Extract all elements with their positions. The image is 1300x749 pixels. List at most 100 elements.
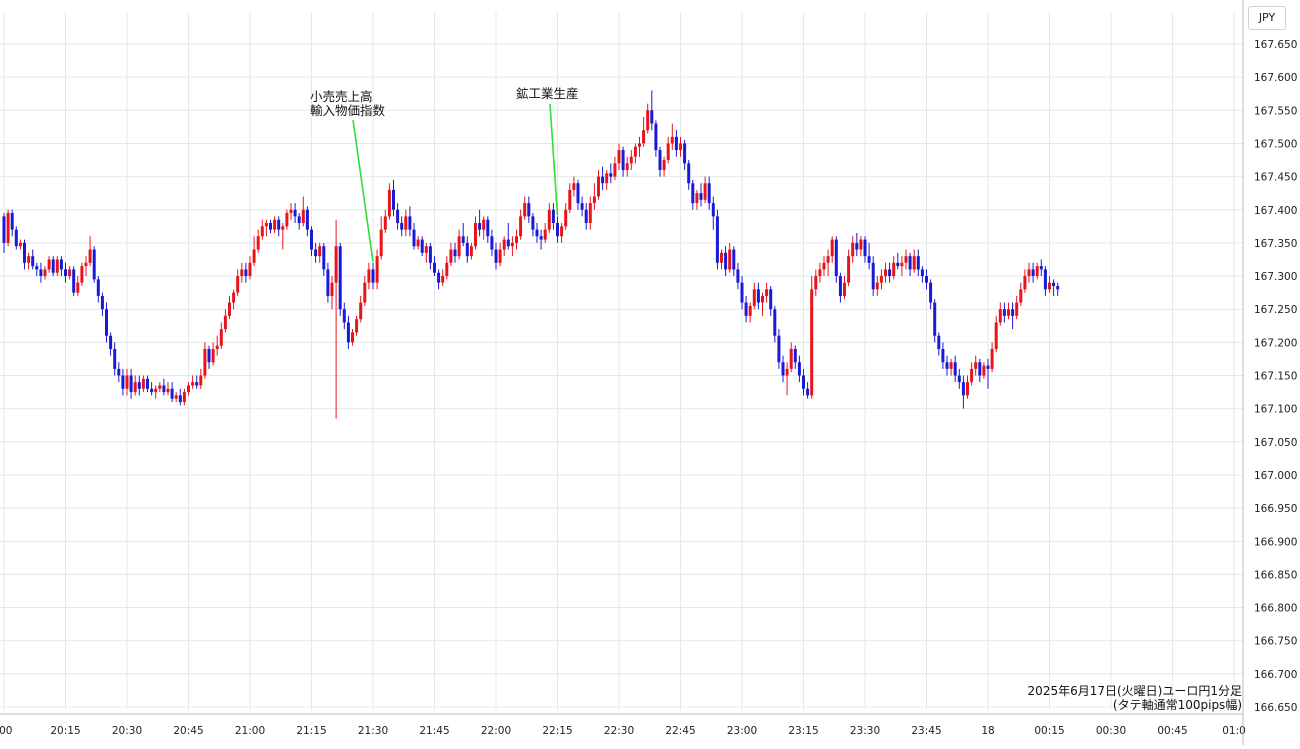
candle bbox=[293, 203, 297, 224]
candle bbox=[925, 269, 928, 290]
candle-body bbox=[752, 289, 756, 306]
candle bbox=[994, 315, 998, 353]
candle-body bbox=[51, 259, 55, 273]
candle-body bbox=[305, 209, 309, 230]
candle-body bbox=[457, 236, 461, 257]
candle bbox=[133, 375, 137, 396]
candle-body bbox=[117, 368, 121, 376]
annotation-line: 鉱工業生産 bbox=[516, 86, 579, 101]
candle-body bbox=[847, 256, 851, 283]
candle-body bbox=[502, 239, 506, 250]
event-annotations bbox=[352, 103, 559, 262]
candle-body bbox=[47, 259, 51, 270]
candle bbox=[420, 236, 424, 257]
y-tick-label: 167.150 bbox=[1254, 371, 1297, 383]
candle-body bbox=[187, 385, 190, 393]
x-tick-label: 23:15 bbox=[788, 725, 818, 737]
candle-body bbox=[293, 209, 297, 217]
x-tick-label: 00:45 bbox=[1157, 725, 1187, 737]
currency-label[interactable]: JPY bbox=[1248, 6, 1286, 30]
candle-body bbox=[953, 362, 957, 376]
candle-body bbox=[1015, 302, 1019, 316]
x-tick-label: 18 bbox=[981, 725, 994, 737]
candle bbox=[966, 375, 969, 399]
candle bbox=[826, 249, 830, 277]
candle bbox=[482, 216, 486, 240]
candle-body bbox=[990, 348, 994, 369]
candle-body bbox=[219, 329, 223, 346]
candle-body bbox=[576, 183, 580, 204]
candle-body bbox=[900, 262, 904, 267]
candle bbox=[715, 209, 719, 270]
candle bbox=[879, 269, 883, 290]
candle bbox=[31, 249, 35, 270]
candle-body bbox=[707, 183, 711, 204]
candle-body bbox=[539, 236, 543, 240]
candle-body bbox=[904, 256, 908, 263]
candle bbox=[806, 382, 810, 399]
x-tick-label: 22:30 bbox=[604, 725, 634, 737]
candle bbox=[162, 378, 166, 396]
candle bbox=[642, 116, 646, 147]
candle bbox=[158, 382, 162, 393]
candle bbox=[244, 262, 248, 283]
x-tick-label: 00:30 bbox=[1096, 725, 1126, 737]
candle-body bbox=[10, 213, 14, 230]
candle bbox=[367, 262, 371, 290]
candle bbox=[474, 216, 477, 250]
candle-body bbox=[683, 143, 687, 164]
candle bbox=[461, 223, 465, 247]
candle-body bbox=[59, 259, 63, 270]
candle-body bbox=[711, 203, 715, 217]
candle bbox=[363, 276, 367, 306]
candle bbox=[691, 179, 695, 210]
candle-body bbox=[215, 345, 219, 349]
candle bbox=[592, 183, 596, 210]
candle-body bbox=[974, 362, 978, 369]
candle bbox=[351, 329, 354, 346]
candle-body bbox=[240, 269, 244, 277]
candle bbox=[736, 262, 740, 290]
candle bbox=[55, 256, 59, 277]
candle-body bbox=[531, 216, 535, 230]
candle-body bbox=[375, 256, 379, 283]
candle bbox=[445, 256, 449, 280]
candle bbox=[318, 242, 322, 263]
candle-body bbox=[597, 176, 600, 197]
candle-body bbox=[551, 209, 555, 224]
candle-body bbox=[560, 226, 564, 237]
candle bbox=[761, 292, 764, 316]
candle-body bbox=[461, 236, 465, 243]
candle-body bbox=[43, 269, 47, 277]
candle bbox=[441, 269, 445, 286]
candle-body bbox=[916, 256, 920, 270]
candle-body bbox=[404, 216, 408, 230]
candle-body bbox=[797, 362, 801, 376]
candle bbox=[416, 236, 420, 250]
candle bbox=[199, 368, 203, 389]
candle-body bbox=[191, 382, 195, 386]
candle-body bbox=[703, 183, 707, 200]
candle-body bbox=[1056, 285, 1060, 290]
candle-body bbox=[113, 348, 117, 369]
candle bbox=[978, 358, 982, 383]
candle-body bbox=[1043, 269, 1047, 290]
candle bbox=[728, 242, 732, 273]
candle bbox=[76, 276, 80, 296]
candle-body bbox=[674, 136, 678, 151]
candle bbox=[1027, 262, 1031, 283]
candle bbox=[793, 345, 797, 369]
candle-body bbox=[223, 315, 227, 330]
candle bbox=[670, 123, 674, 151]
x-tick-label: 21:45 bbox=[419, 725, 449, 737]
candle bbox=[486, 216, 490, 243]
candle-body bbox=[14, 229, 18, 247]
candle bbox=[334, 219, 338, 419]
candle-body bbox=[957, 375, 961, 383]
candle-body bbox=[871, 262, 875, 290]
candle-body bbox=[162, 385, 166, 393]
candle bbox=[941, 342, 945, 369]
candle-body bbox=[158, 385, 162, 389]
candle bbox=[215, 335, 219, 356]
candle-body bbox=[182, 392, 186, 403]
